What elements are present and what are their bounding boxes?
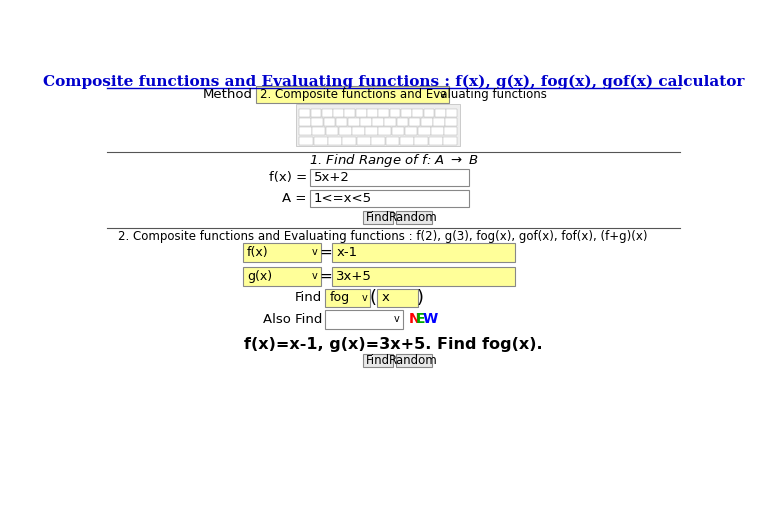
FancyBboxPatch shape bbox=[371, 137, 385, 145]
Text: Random: Random bbox=[389, 354, 438, 367]
Text: 2. Composite functions and Evaluating functions: 2. Composite functions and Evaluating fu… bbox=[260, 88, 547, 101]
Text: v: v bbox=[439, 89, 445, 99]
FancyBboxPatch shape bbox=[401, 109, 412, 117]
FancyBboxPatch shape bbox=[431, 128, 444, 136]
FancyBboxPatch shape bbox=[443, 137, 457, 145]
FancyBboxPatch shape bbox=[356, 109, 366, 117]
FancyBboxPatch shape bbox=[435, 109, 445, 117]
FancyBboxPatch shape bbox=[367, 109, 378, 117]
FancyBboxPatch shape bbox=[323, 118, 336, 126]
FancyBboxPatch shape bbox=[445, 118, 457, 126]
Text: (: ( bbox=[369, 289, 376, 307]
Text: f(x)=x-1, g(x)=3x+5. Find fog(x).: f(x)=x-1, g(x)=3x+5. Find fog(x). bbox=[244, 337, 543, 352]
FancyBboxPatch shape bbox=[333, 109, 344, 117]
FancyBboxPatch shape bbox=[360, 118, 372, 126]
Text: f(x) =: f(x) = bbox=[269, 171, 306, 184]
FancyBboxPatch shape bbox=[446, 109, 457, 117]
Text: 5x+2: 5x+2 bbox=[314, 171, 349, 184]
FancyBboxPatch shape bbox=[429, 137, 442, 145]
FancyBboxPatch shape bbox=[421, 118, 432, 126]
FancyBboxPatch shape bbox=[333, 243, 515, 262]
Text: Method: Method bbox=[203, 88, 253, 101]
FancyBboxPatch shape bbox=[386, 137, 399, 145]
FancyBboxPatch shape bbox=[257, 86, 449, 103]
FancyBboxPatch shape bbox=[300, 118, 311, 126]
FancyBboxPatch shape bbox=[409, 118, 420, 126]
FancyBboxPatch shape bbox=[326, 128, 339, 136]
Text: Composite functions and Evaluating functions : f(x), g(x), fog(x), gof(x) calcul: Composite functions and Evaluating funct… bbox=[43, 74, 744, 89]
FancyBboxPatch shape bbox=[326, 289, 370, 307]
Text: Find: Find bbox=[295, 292, 323, 304]
Text: v: v bbox=[312, 247, 317, 257]
FancyBboxPatch shape bbox=[300, 137, 313, 145]
Text: Find: Find bbox=[366, 211, 390, 225]
FancyBboxPatch shape bbox=[328, 137, 342, 145]
FancyBboxPatch shape bbox=[423, 109, 435, 117]
Text: 2. Composite functions and Evaluating functions : f(2), g(3), fog(x), gof(x), fo: 2. Composite functions and Evaluating fu… bbox=[118, 230, 647, 243]
FancyBboxPatch shape bbox=[313, 128, 325, 136]
FancyBboxPatch shape bbox=[300, 109, 310, 117]
FancyBboxPatch shape bbox=[336, 118, 347, 126]
FancyBboxPatch shape bbox=[310, 169, 468, 186]
FancyBboxPatch shape bbox=[405, 128, 417, 136]
Text: 1<=x<5: 1<=x<5 bbox=[314, 192, 372, 205]
FancyBboxPatch shape bbox=[385, 118, 396, 126]
Text: x-1: x-1 bbox=[336, 246, 357, 259]
FancyBboxPatch shape bbox=[363, 354, 392, 367]
FancyBboxPatch shape bbox=[348, 118, 359, 126]
FancyBboxPatch shape bbox=[372, 118, 384, 126]
FancyBboxPatch shape bbox=[412, 109, 423, 117]
Text: f(x): f(x) bbox=[247, 246, 269, 259]
Text: v: v bbox=[361, 293, 367, 303]
FancyBboxPatch shape bbox=[396, 354, 432, 367]
FancyBboxPatch shape bbox=[243, 267, 321, 286]
Text: ): ) bbox=[416, 289, 423, 307]
FancyBboxPatch shape bbox=[357, 137, 371, 145]
FancyBboxPatch shape bbox=[414, 137, 429, 145]
FancyBboxPatch shape bbox=[312, 118, 323, 126]
Text: Random: Random bbox=[389, 211, 438, 225]
FancyBboxPatch shape bbox=[296, 104, 460, 146]
FancyBboxPatch shape bbox=[322, 109, 333, 117]
Text: N: N bbox=[409, 312, 420, 327]
FancyBboxPatch shape bbox=[392, 128, 404, 136]
Text: g(x): g(x) bbox=[247, 270, 272, 283]
Text: Find: Find bbox=[366, 354, 390, 367]
FancyBboxPatch shape bbox=[379, 109, 389, 117]
FancyBboxPatch shape bbox=[345, 109, 356, 117]
FancyBboxPatch shape bbox=[339, 128, 352, 136]
FancyBboxPatch shape bbox=[243, 243, 321, 262]
Text: v: v bbox=[312, 271, 317, 281]
FancyBboxPatch shape bbox=[343, 137, 356, 145]
Text: A =: A = bbox=[283, 192, 306, 205]
FancyBboxPatch shape bbox=[400, 137, 414, 145]
FancyBboxPatch shape bbox=[313, 137, 328, 145]
FancyBboxPatch shape bbox=[363, 211, 392, 225]
FancyBboxPatch shape bbox=[396, 211, 432, 225]
Text: v: v bbox=[394, 314, 399, 325]
Text: W: W bbox=[422, 312, 438, 327]
Text: Also Find: Also Find bbox=[263, 313, 323, 326]
FancyBboxPatch shape bbox=[389, 109, 400, 117]
FancyBboxPatch shape bbox=[418, 128, 431, 136]
FancyBboxPatch shape bbox=[333, 267, 515, 286]
Text: =: = bbox=[319, 269, 332, 284]
FancyBboxPatch shape bbox=[352, 128, 365, 136]
FancyBboxPatch shape bbox=[433, 118, 445, 126]
FancyBboxPatch shape bbox=[300, 128, 312, 136]
FancyBboxPatch shape bbox=[444, 128, 457, 136]
Text: E: E bbox=[415, 312, 425, 327]
Text: 3x+5: 3x+5 bbox=[336, 270, 372, 283]
Text: fog: fog bbox=[329, 292, 349, 304]
Text: =: = bbox=[319, 245, 332, 260]
Text: x: x bbox=[381, 292, 389, 304]
FancyBboxPatch shape bbox=[365, 128, 378, 136]
Text: 1. Find Range of $f$: $A$ $\rightarrow$ $B$: 1. Find Range of $f$: $A$ $\rightarrow$ … bbox=[309, 152, 478, 169]
FancyBboxPatch shape bbox=[377, 289, 418, 307]
FancyBboxPatch shape bbox=[396, 118, 409, 126]
FancyBboxPatch shape bbox=[379, 128, 391, 136]
FancyBboxPatch shape bbox=[326, 310, 403, 329]
FancyBboxPatch shape bbox=[310, 190, 468, 207]
FancyBboxPatch shape bbox=[310, 109, 321, 117]
